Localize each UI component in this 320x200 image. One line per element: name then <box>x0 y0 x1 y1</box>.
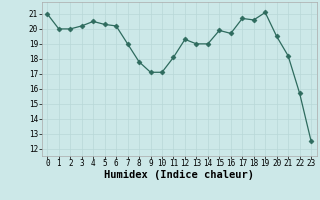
X-axis label: Humidex (Indice chaleur): Humidex (Indice chaleur) <box>104 170 254 180</box>
